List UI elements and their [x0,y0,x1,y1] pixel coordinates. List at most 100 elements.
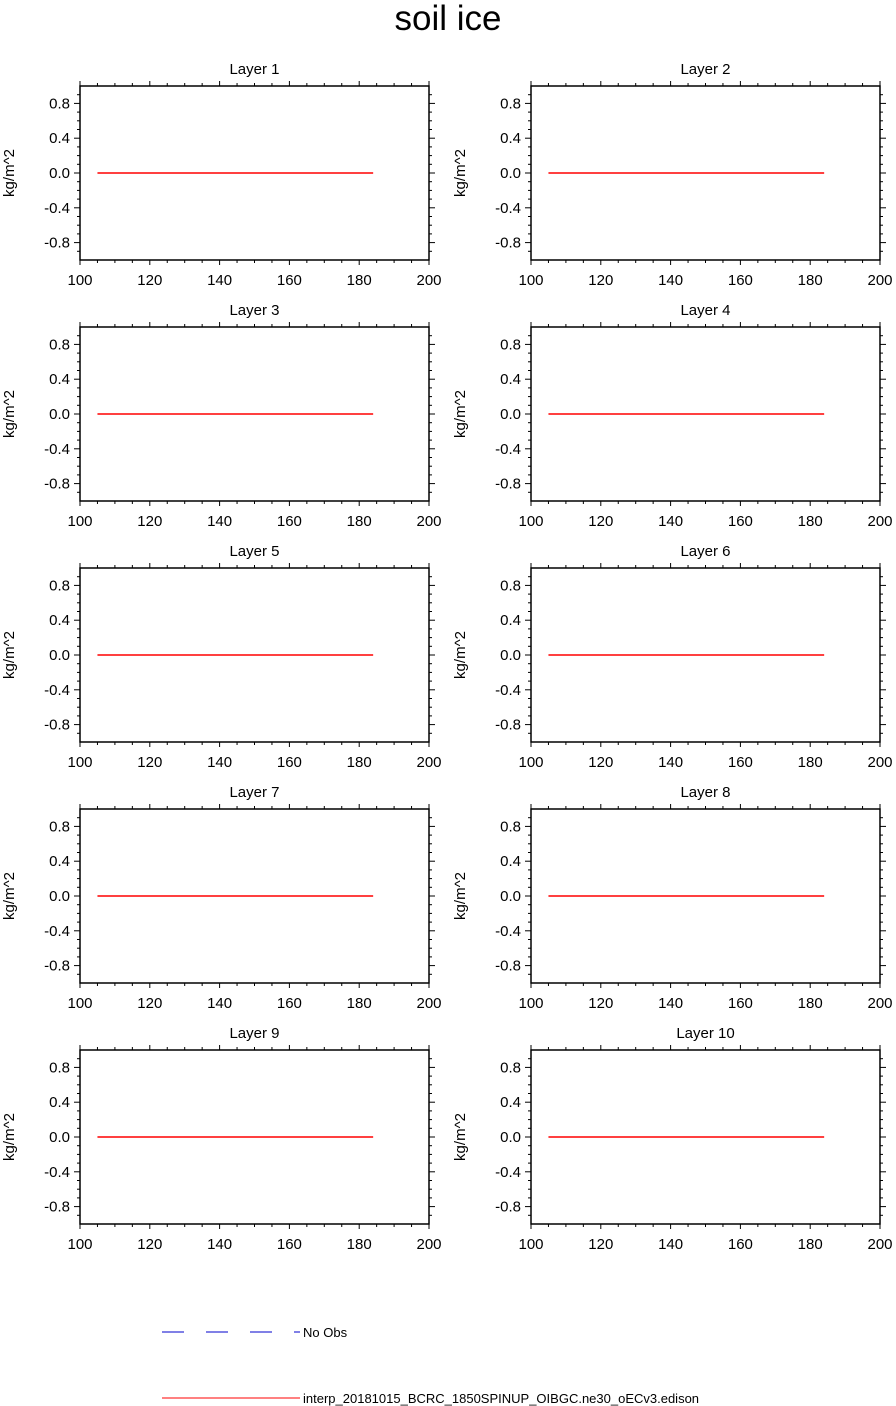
y-tick-label: 0.4 [49,130,70,147]
y-tick-label: 0.0 [500,647,521,664]
y-tick-label: 0.8 [49,1059,70,1076]
y-tick-label: 0.4 [500,1094,521,1111]
x-tick-label: 160 [728,513,753,530]
panel-title: Layer 8 [680,784,730,801]
x-tick-label: 120 [588,272,613,289]
x-tick-label: 100 [518,513,543,530]
y-tick-label: 0.4 [500,371,521,388]
x-tick-label: 120 [588,513,613,530]
x-tick-label: 180 [347,1236,372,1253]
x-tick-label: 100 [67,272,92,289]
panel-title: Layer 1 [229,61,279,78]
x-tick-label: 140 [207,272,232,289]
y-axis-label: kg/m^2 [1,631,18,679]
x-tick-label: 120 [588,754,613,771]
x-tick-label: 160 [728,272,753,289]
chart-panel-5: Layer 5 kg/m^2 100 120 140 160 180 200 0.8 0.4 0.0… [1,543,442,771]
y-axis-label: kg/m^2 [1,390,18,438]
x-tick-label: 120 [137,754,162,771]
x-tick-label: 120 [137,272,162,289]
y-tick-label: -0.4 [495,441,521,458]
x-tick-label: 180 [798,754,823,771]
y-axis-label: kg/m^2 [452,149,469,197]
panel-title: Layer 10 [676,1025,734,1042]
y-tick-label: 0.8 [500,336,521,353]
x-tick-label: 200 [867,995,892,1012]
x-tick-label: 180 [347,513,372,530]
y-tick-label: -0.4 [44,923,70,940]
y-tick-label: -0.4 [44,1164,70,1181]
y-tick-label: -0.4 [44,200,70,217]
x-tick-label: 120 [137,513,162,530]
y-tick-label: 0.8 [49,577,70,594]
x-tick-label: 140 [658,754,683,771]
x-tick-label: 160 [728,1236,753,1253]
x-tick-label: 160 [277,513,302,530]
y-tick-label: 0.0 [500,1129,521,1146]
x-tick-label: 140 [658,1236,683,1253]
x-tick-label: 180 [798,995,823,1012]
panel-title: Layer 9 [229,1025,279,1042]
chart-panel-4: Layer 4 kg/m^2 100 120 140 160 180 200 0.8 0.4 0.0… [452,302,893,530]
y-tick-label: 0.0 [49,647,70,664]
y-axis-label: kg/m^2 [452,1113,469,1161]
y-axis-label: kg/m^2 [452,872,469,920]
y-tick-label: 0.4 [49,853,70,870]
y-tick-label: 0.0 [500,888,521,905]
chart-panel-8: Layer 8 kg/m^2 100 120 140 160 180 200 0.8 0.4 0.0… [452,784,893,1012]
y-tick-label: 0.8 [49,95,70,112]
chart-panel-6: Layer 6 kg/m^2 100 120 140 160 180 200 0.8 0.4 0.0… [452,543,893,771]
legend-label-model: interp_20181015_BCRC_1850SPINUP_OIBGC.ne… [303,1391,699,1406]
x-tick-label: 160 [277,754,302,771]
y-tick-label: 0.4 [49,371,70,388]
y-tick-label: 0.8 [500,577,521,594]
y-tick-label: 0.4 [500,853,521,870]
x-tick-label: 200 [416,754,441,771]
y-tick-label: -0.8 [495,235,521,252]
y-tick-label: -0.8 [44,958,70,975]
y-tick-label: 0.0 [49,1129,70,1146]
x-tick-label: 100 [67,1236,92,1253]
y-tick-label: -0.8 [495,1199,521,1216]
x-tick-label: 100 [67,995,92,1012]
y-axis-label: kg/m^2 [452,390,469,438]
y-tick-label: -0.4 [44,441,70,458]
x-tick-label: 140 [207,513,232,530]
x-tick-label: 160 [728,995,753,1012]
x-tick-label: 200 [867,754,892,771]
chart-panel-2: Layer 2 kg/m^2 100 120 140 160 180 200 0.8 0.4 0.0… [452,61,893,289]
x-tick-label: 160 [277,272,302,289]
x-tick-label: 160 [728,754,753,771]
y-tick-label: 0.8 [500,818,521,835]
chart-panel-9: Layer 9 kg/m^2 100 120 140 160 180 200 0.8 0.4 0.0… [1,1025,442,1253]
x-tick-label: 100 [518,754,543,771]
y-axis-label: kg/m^2 [1,872,18,920]
y-tick-label: -0.8 [44,476,70,493]
y-tick-label: 0.4 [49,612,70,629]
x-tick-label: 100 [518,272,543,289]
panel-title: Layer 6 [680,543,730,560]
x-tick-label: 200 [416,272,441,289]
x-tick-label: 180 [798,513,823,530]
y-tick-label: -0.8 [44,235,70,252]
y-tick-label: -0.8 [495,476,521,493]
x-tick-label: 140 [207,1236,232,1253]
y-tick-label: 0.0 [500,165,521,182]
y-tick-label: -0.4 [495,923,521,940]
x-tick-label: 100 [518,1236,543,1253]
figure-title: soil ice [394,0,502,38]
y-tick-label: 0.0 [49,406,70,423]
x-tick-label: 100 [518,995,543,1012]
x-tick-label: 200 [416,995,441,1012]
y-tick-label: 0.4 [49,1094,70,1111]
x-tick-label: 200 [416,1236,441,1253]
y-tick-label: -0.4 [495,200,521,217]
y-tick-label: 0.0 [49,888,70,905]
x-tick-label: 100 [67,513,92,530]
y-axis-label: kg/m^2 [1,1113,18,1161]
y-tick-label: 0.8 [500,95,521,112]
y-tick-label: -0.4 [495,1164,521,1181]
x-tick-label: 200 [867,1236,892,1253]
x-tick-label: 180 [798,1236,823,1253]
legend-label-no-obs: No Obs [303,1325,348,1340]
